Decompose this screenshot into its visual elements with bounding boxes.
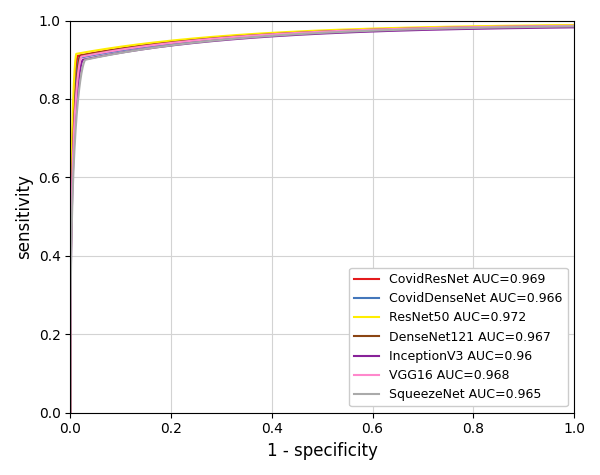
CovidResNet AUC=0.969 [478,24,485,29]
CovidDenseNet AUC=0.966 [478,25,485,30]
SqueezeNet AUC=0.965 [96,54,103,60]
VGG16 AUC=0.968 [67,410,74,416]
VGG16 AUC=0.968 [571,23,578,28]
VGG16 AUC=0.968 [139,44,146,49]
CovidDenseNet AUC=0.966 [67,410,74,416]
CovidDenseNet AUC=0.966 [236,34,244,40]
VGG16 AUC=0.968 [155,41,163,47]
Y-axis label: sensitivity: sensitivity [15,174,33,259]
SqueezeNet AUC=0.965 [571,24,578,29]
Line: CovidResNet AUC=0.969: CovidResNet AUC=0.969 [70,26,574,413]
CovidDenseNet AUC=0.966 [154,42,161,48]
DenseNet121 AUC=0.967 [478,24,485,30]
Legend: CovidResNet AUC=0.969, CovidDenseNet AUC=0.966, ResNet50 AUC=0.972, DenseNet121 : CovidResNet AUC=0.969, CovidDenseNet AUC… [349,268,568,407]
CovidDenseNet AUC=0.966 [137,45,145,50]
ResNet50 AUC=0.972 [67,410,74,416]
Line: SqueezeNet AUC=0.965: SqueezeNet AUC=0.965 [70,27,574,413]
InceptionV3 AUC=0.96 [94,54,101,60]
ResNet50 AUC=0.972 [151,39,158,45]
SqueezeNet AUC=0.965 [479,25,486,30]
ResNet50 AUC=0.972 [295,28,302,34]
InceptionV3 AUC=0.96 [571,25,578,30]
InceptionV3 AUC=0.96 [298,32,305,38]
SqueezeNet AUC=0.965 [241,35,248,41]
InceptionV3 AUC=0.96 [157,44,164,50]
Line: DenseNet121 AUC=0.967: DenseNet121 AUC=0.967 [70,26,574,413]
X-axis label: 1 - specificity: 1 - specificity [267,442,377,460]
ResNet50 AUC=0.972 [478,23,485,29]
DenseNet121 AUC=0.967 [67,410,74,416]
Line: InceptionV3 AUC=0.96: InceptionV3 AUC=0.96 [70,28,574,413]
SqueezeNet AUC=0.965 [300,31,307,37]
CovidDenseNet AUC=0.966 [296,30,304,36]
DenseNet121 AUC=0.967 [91,50,98,56]
DenseNet121 AUC=0.967 [155,41,162,47]
VGG16 AUC=0.968 [238,34,245,39]
InceptionV3 AUC=0.96 [67,410,74,416]
VGG16 AUC=0.968 [478,24,485,30]
DenseNet121 AUC=0.967 [571,23,578,29]
CovidResNet AUC=0.969 [571,23,578,28]
CovidResNet AUC=0.969 [67,410,74,416]
DenseNet121 AUC=0.967 [138,43,145,49]
CovidResNet AUC=0.969 [152,41,160,47]
ResNet50 AUC=0.972 [135,41,142,47]
DenseNet121 AUC=0.967 [297,30,304,36]
CovidDenseNet AUC=0.966 [90,52,97,58]
ResNet50 AUC=0.972 [87,48,94,54]
CovidResNet AUC=0.969 [235,33,242,39]
VGG16 AUC=0.968 [298,30,305,36]
Line: ResNet50 AUC=0.972: ResNet50 AUC=0.972 [70,25,574,413]
Line: CovidDenseNet AUC=0.966: CovidDenseNet AUC=0.966 [70,26,574,413]
VGG16 AUC=0.968 [92,51,99,57]
SqueezeNet AUC=0.965 [159,44,166,49]
ResNet50 AUC=0.972 [571,22,578,28]
CovidResNet AUC=0.969 [136,43,143,49]
Line: VGG16 AUC=0.968: VGG16 AUC=0.968 [70,26,574,413]
DenseNet121 AUC=0.967 [237,33,244,39]
SqueezeNet AUC=0.965 [143,46,150,52]
SqueezeNet AUC=0.965 [67,410,74,416]
CovidDenseNet AUC=0.966 [571,23,578,29]
InceptionV3 AUC=0.96 [140,46,148,52]
ResNet50 AUC=0.972 [235,32,242,38]
CovidResNet AUC=0.969 [89,50,96,56]
InceptionV3 AUC=0.96 [479,26,486,31]
InceptionV3 AUC=0.96 [239,36,246,41]
CovidResNet AUC=0.969 [296,29,303,35]
